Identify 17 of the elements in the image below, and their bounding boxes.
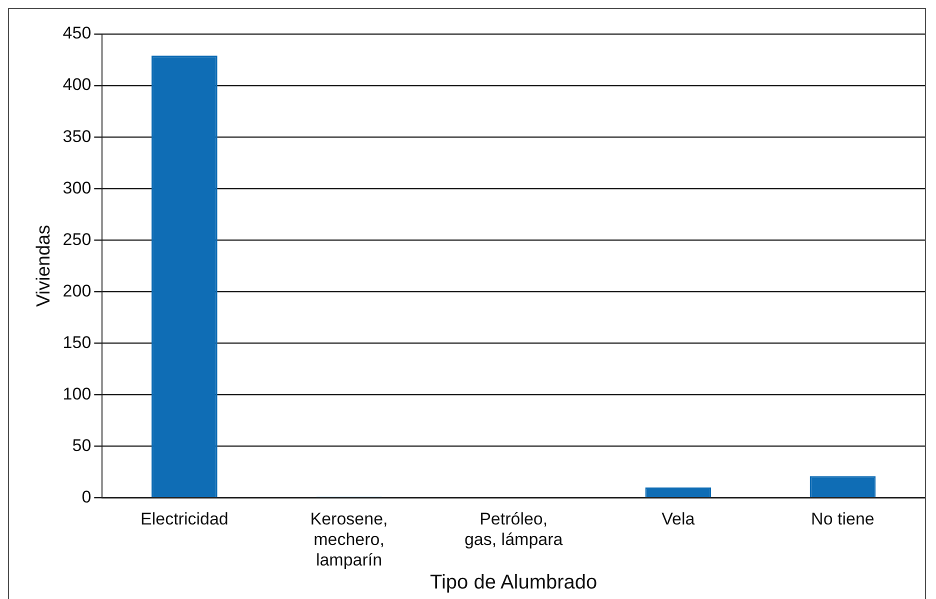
- x-tick-label: Petróleo, gas, lámpara: [464, 510, 564, 550]
- x-axis-title: Tipo de Alumbrado: [430, 572, 598, 594]
- y-tick-label: 50: [72, 436, 92, 455]
- y-tick-label: 100: [62, 384, 92, 404]
- x-tick-label: Vela: [662, 510, 696, 529]
- y-tick-label: 150: [62, 332, 92, 352]
- y-tick-label: 400: [62, 75, 92, 94]
- y-tick-label: 450: [62, 24, 92, 43]
- y-axis-title: Viviendas: [34, 224, 55, 307]
- y-tick-label: 350: [62, 126, 92, 146]
- y-tick-label: 250: [62, 230, 92, 249]
- y-tick-label: 300: [62, 178, 92, 198]
- y-tick-label: 0: [82, 487, 92, 506]
- x-tick-label: Kerosene, mechero, lamparín: [310, 510, 388, 570]
- x-tick-label: Electricidad: [140, 510, 228, 529]
- x-tick-label: No tiene: [811, 510, 874, 529]
- y-tick-label: 200: [62, 281, 92, 300]
